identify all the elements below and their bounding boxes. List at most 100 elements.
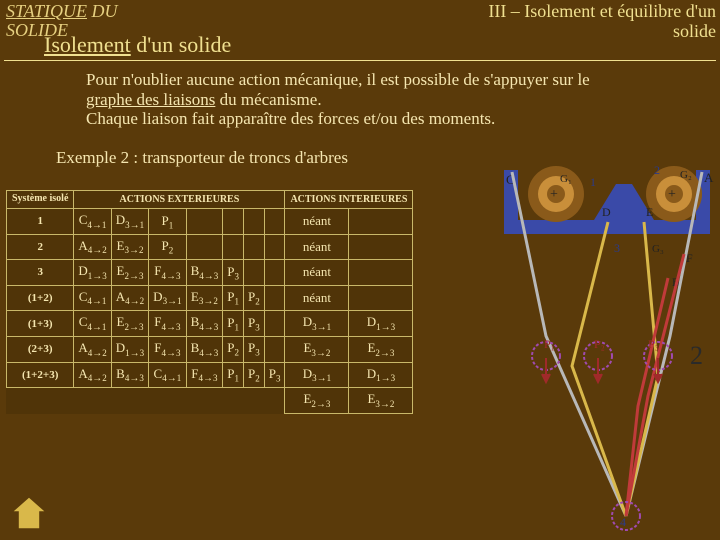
ext-cell: F4→3 (186, 362, 223, 388)
int-cell: E3→2 (349, 388, 413, 414)
ext-cell: P3 (264, 362, 285, 388)
pivots (532, 342, 672, 530)
label-plus2: + (668, 187, 676, 202)
row-id: 2 (7, 234, 74, 260)
ext-cell: C4→1 (74, 311, 111, 337)
ext-cell (243, 209, 264, 235)
label-n2: 2 (654, 163, 660, 177)
label-big2: 2 (690, 341, 703, 370)
subtitle-isolement: Isolement (44, 32, 131, 57)
label-P3: P₃ (648, 337, 659, 351)
ext-cell: A4→2 (74, 336, 111, 362)
ext-cell: E2→3 (111, 311, 148, 337)
ext-cell: P1 (223, 362, 244, 388)
para-t3: Chaque liaison fait apparaître des force… (86, 109, 495, 128)
int-cell: néant (285, 234, 349, 260)
ext-cell: P2 (223, 336, 244, 362)
label-D: D (602, 205, 611, 219)
ext-cell: B4→3 (111, 362, 148, 388)
header-du: DU (87, 1, 118, 21)
para-graphe: graphe des liaisons (86, 90, 215, 109)
label-G2: G₂ (680, 169, 692, 181)
int-cell: E2→3 (349, 336, 413, 362)
row-id: 3 (7, 260, 74, 286)
ext-cell: P3 (243, 311, 264, 337)
ext-cell (223, 209, 244, 235)
ext-cell: F4→3 (149, 260, 186, 286)
row-id: 1 (7, 209, 74, 235)
ext-cell: P1 (223, 311, 244, 337)
ext-cell (264, 234, 285, 260)
ext-cell (243, 260, 264, 286)
th-systeme: Système isolé (7, 191, 74, 209)
ext-cell: P3 (223, 260, 244, 286)
exemple-title: Exemple 2 : transporteur de troncs d'arb… (56, 148, 348, 168)
table-row: (2+3)A4→2D1→3F4→3B4→3P2P3E3→2E2→3 (7, 336, 413, 362)
ext-cell (264, 311, 285, 337)
actions-table: Système isolé ACTIONS EXTERIEURES ACTION… (6, 190, 413, 414)
ext-cell: F4→3 (149, 336, 186, 362)
row-id: (1+2+3) (7, 362, 74, 388)
ext-cell: D1→3 (74, 260, 111, 286)
ext-cell (243, 234, 264, 260)
row-id: (1+3) (7, 311, 74, 337)
header-right-2: solide (673, 21, 716, 41)
ext-cell (264, 209, 285, 235)
subtitle: Isolement d'un solide (44, 32, 231, 58)
ext-cell: C4→1 (149, 362, 186, 388)
ext-cell: B4→3 (186, 260, 223, 286)
header-right: III – Isolement et équilibre d'un solide (488, 2, 716, 42)
ext-cell: D1→3 (111, 336, 148, 362)
int-cell (349, 209, 413, 235)
header-right-1: III – Isolement et équilibre d'un (488, 1, 716, 21)
ext-cell: P1 (149, 209, 186, 235)
table-row: 1C4→1D3→1P1 néant (7, 209, 413, 235)
label-E: E (646, 205, 653, 219)
ext-cell: P2 (149, 234, 186, 260)
label-A: A (704, 170, 714, 185)
table-row: E2→3E3→2 (7, 388, 413, 414)
ext-cell: P2 (243, 285, 264, 311)
label-G1: G₁ (560, 173, 572, 185)
ext-cell (186, 209, 223, 235)
paragraph: Pour n'oublier aucune action mécanique, … (86, 70, 626, 129)
label-n3: 3 (614, 241, 620, 255)
label-n1: 1 (590, 175, 596, 189)
ext-cell: B4→3 (186, 311, 223, 337)
ext-cell: A4→2 (74, 234, 111, 260)
ext-cell: C4→1 (74, 285, 111, 311)
row-id: (1+2) (7, 285, 74, 311)
table-row: (1+2+3)A4→2B4→3C4→1F4→3P1P2P3D3→1D1→3 (7, 362, 413, 388)
ext-cell: B4→3 (186, 336, 223, 362)
ext-cell: D3→1 (111, 209, 148, 235)
int-cell: néant (285, 209, 349, 235)
home-icon[interactable] (12, 496, 46, 530)
header-statique: STATIQUE (6, 1, 87, 21)
th-int: ACTIONS INTERIEURES (285, 191, 413, 209)
horizontal-rule (4, 60, 716, 61)
ext-cell: E2→3 (111, 260, 148, 286)
ext-cell: P2 (243, 362, 264, 388)
int-cell: D1→3 (349, 362, 413, 388)
ext-cell: F4→3 (149, 311, 186, 337)
ext-cell: E3→2 (111, 234, 148, 260)
ext-cell: A4→2 (74, 362, 111, 388)
ext-cell: D3→1 (149, 285, 186, 311)
int-cell: néant (285, 285, 349, 311)
table-row: 3D1→3E2→3F4→3B4→3P3néant (7, 260, 413, 286)
mechanism-diagram: C 1 G₁ + 2 G₂ + A D E 3 G₃ F B P₁ P₂ P₃ … (498, 156, 716, 536)
ext-cell (223, 234, 244, 260)
label-G3: G₃ (652, 243, 664, 255)
label-plus1: + (550, 187, 558, 202)
ext-cell: C4→1 (74, 209, 111, 235)
para-t1: Pour n'oublier aucune action mécanique, … (86, 70, 590, 89)
int-cell: D3→1 (285, 311, 349, 337)
int-cell (349, 234, 413, 260)
table-row: (1+2)C4→1A4→2D3→1E3→2P1P2néant (7, 285, 413, 311)
int-cell (349, 260, 413, 286)
ext-cell: P1 (223, 285, 244, 311)
table-row: 2A4→2E3→2P2 néant (7, 234, 413, 260)
int-cell: E2→3 (285, 388, 349, 414)
ext-cell (264, 260, 285, 286)
label-P2: P₂ (594, 337, 605, 351)
